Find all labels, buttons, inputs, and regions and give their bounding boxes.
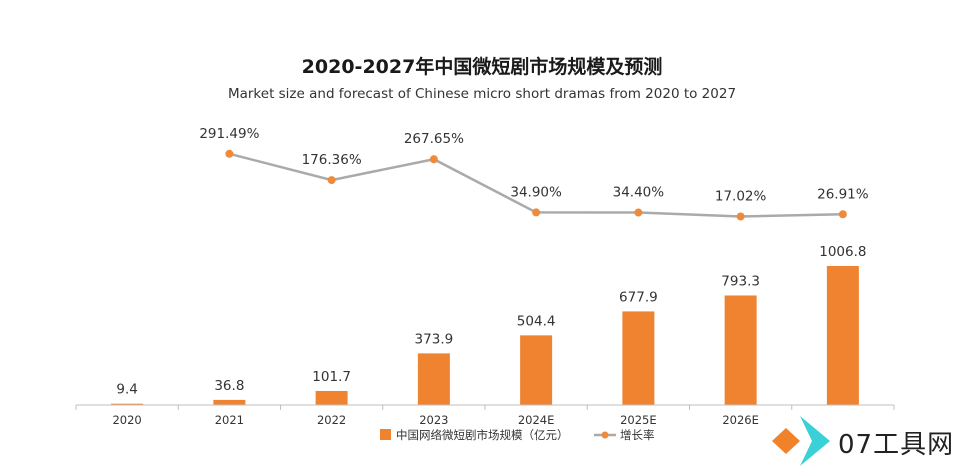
watermark-text: 07工具网 <box>838 430 955 460</box>
growth-point-2024E <box>532 208 541 217</box>
x-tick-label-2026E: 2026E <box>722 413 759 427</box>
bar-2020 <box>111 403 144 405</box>
bar-label-2020: 9.4 <box>116 382 137 398</box>
bar-2024E <box>520 335 553 405</box>
bar-data-labels: 9.4 36.8 101.7 373.9 504.4 677.9 793.3 1006.8 <box>116 244 866 398</box>
bar-2026E <box>724 295 757 405</box>
x-tick-label-2025E: 2025E <box>620 413 657 427</box>
growth-label-2022: 176.36% <box>302 152 362 168</box>
growth-line-series <box>225 149 847 221</box>
bar-label-2024E: 504.4 <box>517 313 556 329</box>
growth-point-2026E <box>736 212 745 221</box>
growth-label-2024E: 34.90% <box>510 184 562 200</box>
bar-2027E <box>826 266 859 405</box>
growth-label-2023: 267.65% <box>404 131 464 147</box>
growth-label-2026E: 17.02% <box>715 189 767 205</box>
legend: 中国网络微短剧市场规模（亿元） 增长率 <box>380 428 655 442</box>
x-axis: 2020 2021 2022 2023 2024E 2025E 2026E <box>75 404 895 427</box>
growth-label-2027E: 26.91% <box>817 186 869 202</box>
chart-subtitle: Market size and forecast of Chinese micr… <box>227 86 737 102</box>
growth-label-2021: 291.49% <box>199 126 259 142</box>
watermark-logo-icon <box>772 416 830 466</box>
x-tick-label-2024E: 2024E <box>518 413 555 427</box>
growth-label-2025E: 34.40% <box>613 185 665 201</box>
growth-point-2027E <box>838 210 847 219</box>
growth-point-2023 <box>429 155 438 164</box>
legend-bar-swatch <box>380 429 391 440</box>
bar-label-2025E: 677.9 <box>619 289 658 305</box>
legend-line-label: 增长率 <box>620 428 655 442</box>
legend-line-marker <box>601 431 609 439</box>
bar-2021 <box>213 399 246 405</box>
bar-2022 <box>315 390 348 405</box>
growth-point-2022 <box>327 176 336 185</box>
x-tick-label-2021: 2021 <box>215 413 244 427</box>
line-data-labels: 291.49% 176.36% 267.65% 34.90% 34.40% 17.02% 2… <box>199 126 868 205</box>
growth-point-2021 <box>225 149 234 158</box>
x-tick-label-2022: 2022 <box>317 413 346 427</box>
bar-label-2021: 36.8 <box>214 378 244 394</box>
chart-title: 2020-2027年中国微短剧市场规模及预测 <box>301 56 663 78</box>
bar-series <box>111 266 859 405</box>
bar-label-2023: 373.9 <box>415 331 454 347</box>
growth-point-2025E <box>634 208 643 217</box>
bar-label-2027E: 1006.8 <box>819 244 866 260</box>
x-tick-label-2020: 2020 <box>112 413 141 427</box>
bar-2025E <box>622 311 655 405</box>
legend-bar-label: 中国网络微短剧市场规模（亿元） <box>396 428 569 442</box>
bar-label-2026E: 793.3 <box>721 273 760 289</box>
bar-2023 <box>417 353 450 405</box>
x-tick-label-2023: 2023 <box>419 413 448 427</box>
bar-label-2022: 101.7 <box>312 369 351 385</box>
